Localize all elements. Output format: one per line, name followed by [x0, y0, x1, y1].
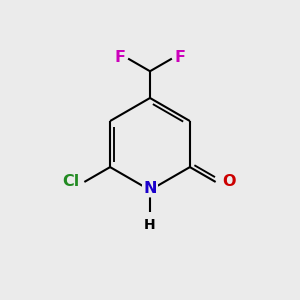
Text: H: H	[144, 218, 156, 233]
Text: F: F	[114, 50, 125, 64]
Text: F: F	[175, 50, 186, 64]
Text: Cl: Cl	[63, 175, 80, 190]
Text: N: N	[143, 181, 157, 196]
Text: O: O	[222, 175, 236, 190]
